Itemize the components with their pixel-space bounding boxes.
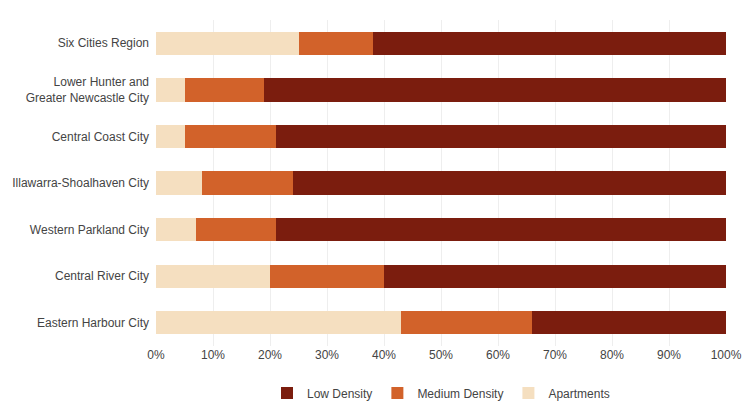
svg-text:0%: 0% xyxy=(147,348,165,362)
svg-text:Medium Density: Medium Density xyxy=(417,387,503,401)
svg-text:10%: 10% xyxy=(201,348,225,362)
svg-text:90%: 90% xyxy=(657,348,681,362)
svg-text:30%: 30% xyxy=(315,348,339,362)
svg-text:Lower Hunter andGreater Newcas: Lower Hunter andGreater Newcastle City xyxy=(26,75,149,105)
svg-text:Eastern Harbour City: Eastern Harbour City xyxy=(37,316,149,330)
svg-text:Illawarra-Shoalhaven City: Illawarra-Shoalhaven City xyxy=(12,176,149,190)
svg-text:20%: 20% xyxy=(258,348,282,362)
svg-text:Central River City: Central River City xyxy=(55,269,149,283)
svg-text:60%: 60% xyxy=(486,348,510,362)
svg-text:50%: 50% xyxy=(429,348,453,362)
svg-text:Apartments: Apartments xyxy=(548,387,609,401)
svg-text:Low Density: Low Density xyxy=(307,387,372,401)
svg-text:100%: 100% xyxy=(711,348,742,362)
svg-text:80%: 80% xyxy=(600,348,624,362)
svg-text:40%: 40% xyxy=(372,348,396,362)
svg-text:Central Coast City: Central Coast City xyxy=(52,130,149,144)
svg-text:70%: 70% xyxy=(543,348,567,362)
svg-text:Six Cities Region: Six Cities Region xyxy=(58,36,149,50)
svg-text:Western Parkland City: Western Parkland City xyxy=(30,223,149,237)
